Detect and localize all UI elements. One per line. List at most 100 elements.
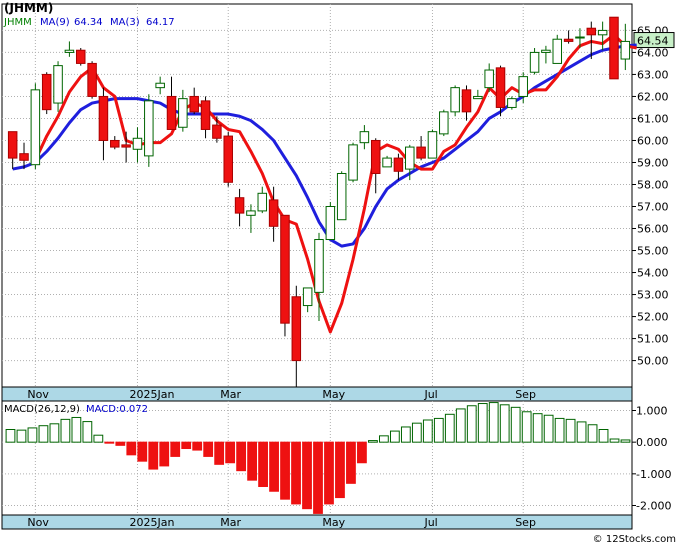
date-label: Jul [423, 516, 437, 529]
macd-bar-negative [291, 441, 301, 505]
candle-down [461, 89, 472, 113]
price-tick-label: 59.00 [637, 156, 669, 169]
price-tick-label: 55.00 [637, 245, 669, 258]
candle-down [98, 95, 109, 141]
macd-bar-positive [444, 413, 455, 443]
candle-down [110, 139, 120, 148]
candle-down [212, 124, 222, 139]
macd-bar-positive [576, 421, 587, 443]
candle-up [541, 49, 551, 53]
macd-bar-positive [433, 417, 444, 443]
date-label: Mar [220, 516, 241, 529]
candle-up [325, 206, 336, 241]
macd-bar-positive [521, 411, 532, 443]
date-label: Sep [515, 516, 536, 529]
price-tick-label: 62.00 [637, 90, 669, 103]
candle-down [393, 157, 404, 172]
price-y-axis: 65.0064.0063.0062.0061.0060.0059.0058.00… [632, 24, 675, 368]
candle-down [87, 62, 97, 97]
macd-bar-negative [269, 441, 279, 492]
price-tick-label: 57.00 [637, 201, 669, 214]
price-tick-label: 63.00 [637, 68, 669, 81]
candle-down [200, 100, 211, 130]
candle-up [336, 172, 347, 221]
date-label: Nov [27, 388, 49, 401]
macd-bar-negative [247, 441, 257, 481]
candle-down [223, 135, 233, 183]
candle-up [529, 51, 540, 73]
candle-down [370, 139, 381, 174]
macd-bar-positive [411, 422, 422, 443]
candle-up [246, 210, 256, 216]
macd-bar-positive [510, 406, 521, 443]
macd-bar-positive [71, 416, 82, 443]
date-label: Mar [220, 388, 241, 401]
last-price-box [633, 32, 675, 49]
candle-down [495, 67, 506, 108]
macd-bar-positive [565, 418, 576, 443]
macd-tick-label: -1.000 [636, 468, 671, 481]
macd-bar-positive [477, 403, 488, 443]
candle-down [41, 73, 52, 111]
macd-bar-positive [60, 418, 71, 443]
macd-bar-positive [422, 419, 433, 443]
macd-legend: MACD(26,12,9) MACD:0.072 [4, 404, 148, 415]
macd-bar-positive [455, 408, 466, 443]
macd-bars [5, 402, 631, 514]
candle-down [416, 146, 426, 159]
macd-bar-negative [170, 441, 181, 457]
candle-up [507, 98, 517, 108]
price-tick-label: 60.00 [637, 134, 669, 147]
legend-ma9-value: 64.34 [74, 17, 103, 28]
macd-bar-positive [5, 429, 16, 443]
candle-up [314, 239, 324, 293]
date-label: Jul [423, 388, 437, 401]
candle-up [552, 38, 563, 64]
candle-up [30, 89, 41, 166]
macd-title: MACD(26,12,9) [4, 404, 80, 415]
macd-tick-label: 1.000 [636, 405, 668, 418]
date-band-bottom [1, 514, 633, 530]
macd-bar-positive [389, 430, 400, 443]
candle-up [257, 192, 268, 212]
macd-bar-negative [346, 441, 356, 484]
candle-up [597, 29, 608, 36]
price-tick-label: 50.00 [637, 355, 669, 368]
macd-bar-negative [225, 441, 236, 464]
macd-bar-positive [82, 421, 93, 443]
date-band-top [1, 386, 633, 402]
date-label: 2025Jan [129, 388, 174, 401]
macd-bar-positive [93, 434, 104, 443]
date-label: May [322, 388, 345, 401]
candle-down [268, 199, 279, 227]
macd-bar-positive [532, 413, 543, 443]
price-tick-label: 51.00 [637, 333, 669, 346]
legend-ma3-label: MA(3) [110, 17, 140, 28]
candle-up [518, 76, 528, 97]
candle-down [19, 153, 29, 161]
date-axis-bottom: Nov 2025Jan Mar May Jul Sep [27, 516, 536, 529]
candle-down [121, 144, 131, 148]
macd-bar-positive [587, 424, 598, 443]
candle-up [144, 100, 154, 157]
macd-bar-positive [598, 429, 609, 443]
price-tick-label: 53.00 [637, 289, 669, 302]
macd-bar-positive [620, 439, 631, 443]
candle-down [234, 197, 245, 214]
macd-bar-negative [159, 441, 170, 467]
macd-bar-positive [466, 405, 477, 443]
candle-down [280, 214, 290, 324]
price-tick-label: 61.00 [637, 112, 669, 125]
candle-up [405, 146, 415, 170]
macd-bar-positive [609, 438, 620, 443]
macd-bar-positive [499, 404, 510, 443]
candle-down [291, 296, 302, 362]
macd-bar-negative [302, 441, 312, 510]
candle-down [166, 95, 177, 130]
candle-down [189, 95, 199, 113]
macd-bar-negative [280, 441, 290, 500]
macd-bar-negative [181, 441, 192, 449]
candle-up [620, 40, 631, 60]
candle-up [132, 137, 143, 150]
macd-bar-negative [357, 441, 367, 464]
